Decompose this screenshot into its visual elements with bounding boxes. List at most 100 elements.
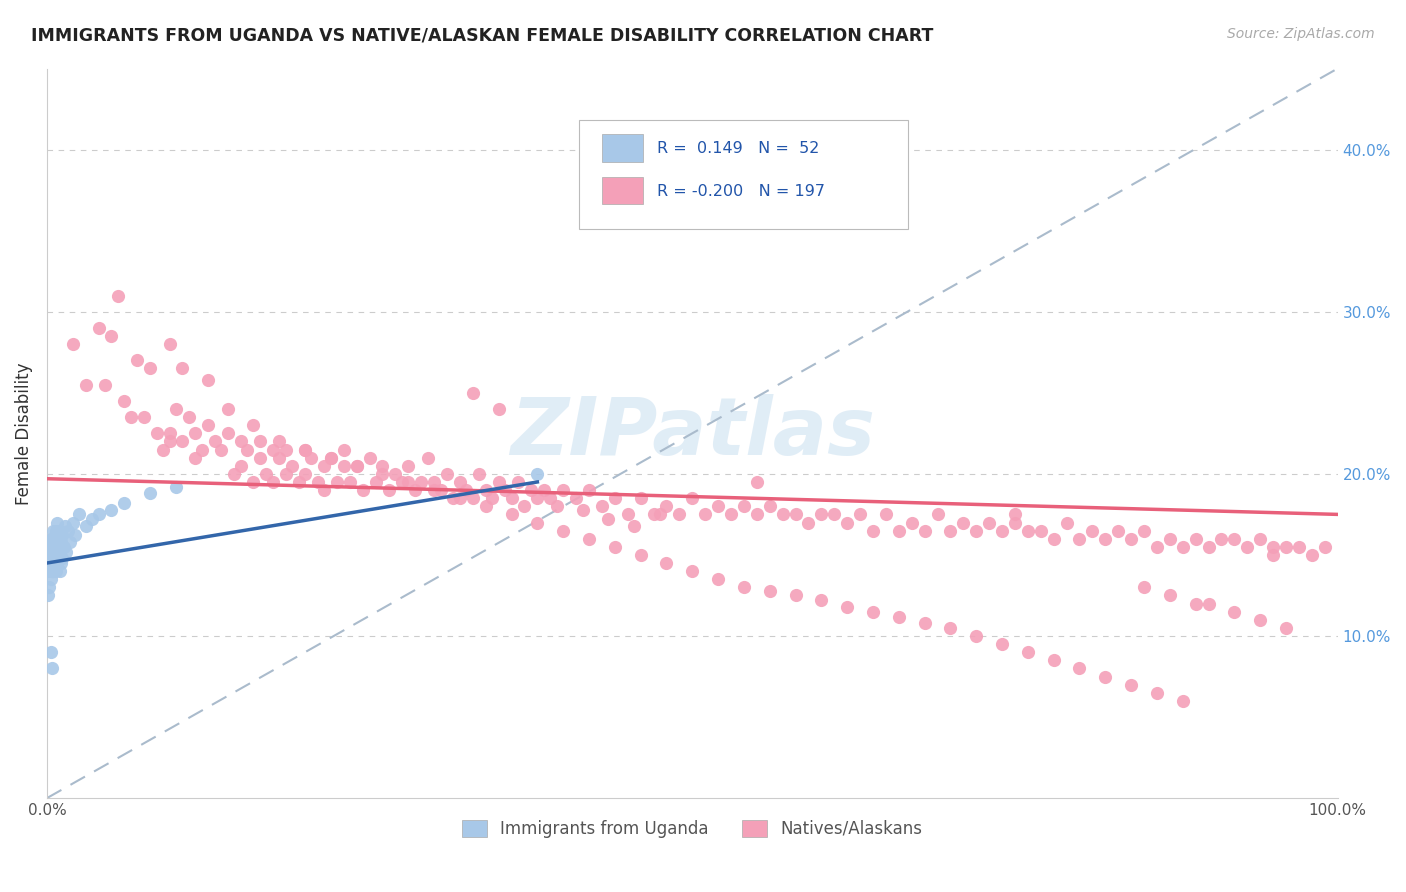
Point: [603, 540, 626, 554]
Point: [314, 458, 336, 473]
Point: [1236, 540, 1258, 554]
Point: [38, 540, 60, 554]
Point: [927, 508, 949, 522]
Point: [314, 483, 336, 497]
Point: [139, 486, 162, 500]
Point: [449, 491, 471, 506]
Point: [120, 410, 142, 425]
Point: [1261, 548, 1284, 562]
Point: [494, 483, 516, 497]
Point: [339, 475, 361, 489]
Point: [501, 491, 523, 506]
Point: [359, 450, 381, 465]
Point: [364, 475, 387, 489]
Point: [1069, 532, 1091, 546]
Point: [1146, 686, 1168, 700]
Point: [1223, 605, 1246, 619]
Point: [332, 458, 354, 473]
Point: [49, 524, 72, 538]
Point: [1004, 516, 1026, 530]
Point: [1171, 694, 1194, 708]
Point: [1119, 678, 1142, 692]
Point: [242, 418, 264, 433]
Point: [668, 508, 690, 522]
Point: [695, 508, 717, 522]
Point: [571, 502, 593, 516]
Point: [249, 450, 271, 465]
Point: [332, 442, 354, 457]
Point: [411, 475, 433, 489]
Point: [1029, 524, 1052, 538]
Point: [301, 450, 323, 465]
Point: [468, 467, 491, 481]
Text: ZIPatlas: ZIPatlas: [510, 394, 875, 473]
Point: [197, 373, 219, 387]
Point: [177, 410, 200, 425]
Point: [533, 483, 555, 497]
Point: [643, 508, 665, 522]
Point: [42, 548, 65, 562]
FancyBboxPatch shape: [602, 177, 643, 204]
Point: [772, 508, 794, 522]
Point: [159, 337, 181, 351]
Point: [159, 426, 181, 441]
Point: [1198, 597, 1220, 611]
Point: [1069, 661, 1091, 675]
Point: [39, 532, 62, 546]
Point: [172, 434, 194, 449]
Point: [758, 583, 780, 598]
Y-axis label: Female Disability: Female Disability: [15, 362, 32, 505]
Point: [100, 329, 122, 343]
Point: [191, 442, 214, 457]
Point: [797, 516, 820, 530]
Point: [745, 475, 768, 489]
Point: [52, 540, 75, 554]
Point: [197, 418, 219, 433]
Point: [396, 458, 419, 473]
Point: [346, 458, 368, 473]
Point: [513, 500, 536, 514]
Text: Source: ZipAtlas.com: Source: ZipAtlas.com: [1227, 27, 1375, 41]
Point: [1056, 516, 1078, 530]
Point: [538, 491, 561, 506]
Point: [75, 377, 97, 392]
Point: [49, 548, 72, 562]
Point: [423, 483, 446, 497]
Point: [391, 475, 413, 489]
Point: [733, 500, 755, 514]
Point: [346, 458, 368, 473]
Point: [648, 508, 671, 522]
Point: [217, 426, 239, 441]
Point: [1042, 532, 1064, 546]
Point: [39, 556, 62, 570]
Point: [51, 551, 73, 566]
Point: [1223, 532, 1246, 546]
Point: [914, 615, 936, 630]
Point: [139, 361, 162, 376]
Point: [287, 475, 309, 489]
Point: [45, 548, 67, 562]
Point: [49, 535, 72, 549]
Point: [1159, 532, 1181, 546]
FancyBboxPatch shape: [602, 134, 643, 162]
Point: [616, 508, 638, 522]
Point: [436, 467, 458, 481]
Point: [456, 483, 478, 497]
Point: [655, 556, 678, 570]
Point: [75, 518, 97, 533]
Point: [49, 564, 72, 578]
Point: [51, 528, 73, 542]
Point: [132, 410, 155, 425]
Point: [501, 508, 523, 522]
Point: [449, 475, 471, 489]
Point: [862, 524, 884, 538]
Point: [384, 467, 406, 481]
Text: IMMIGRANTS FROM UGANDA VS NATIVE/ALASKAN FEMALE DISABILITY CORRELATION CHART: IMMIGRANTS FROM UGANDA VS NATIVE/ALASKAN…: [31, 27, 934, 45]
Point: [630, 548, 652, 562]
Point: [44, 532, 66, 546]
Point: [416, 450, 439, 465]
Point: [758, 500, 780, 514]
Point: [42, 540, 65, 554]
Point: [53, 518, 76, 533]
Point: [44, 540, 66, 554]
